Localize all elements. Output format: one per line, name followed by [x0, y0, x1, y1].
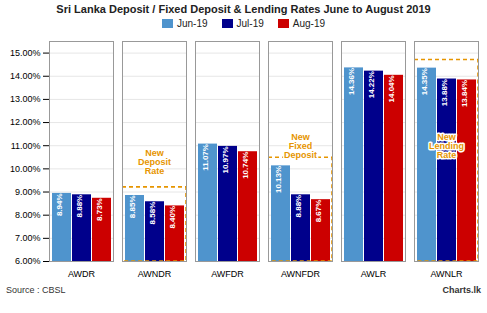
svg-text:8.67%: 8.67% — [314, 200, 323, 223]
svg-text:14.35%: 14.35% — [420, 68, 429, 95]
html-text:Sri Lanka Deposit / Fixed Depo: Sri Lanka Deposit / Fixed Deposit & Lend… — [56, 3, 431, 15]
html-text:Source : CBSL: Source : CBSL — [6, 285, 66, 295]
svg-text:12.00%: 12.00% — [10, 117, 41, 127]
html-text:Jun-19: Jun-19 — [177, 18, 208, 29]
svg-text:11.07%: 11.07% — [201, 144, 210, 171]
svg-text:14.04%: 14.04% — [387, 75, 396, 102]
html-text:Aug-19: Aug-19 — [292, 18, 325, 29]
svg-text:11.00%: 11.00% — [11, 141, 41, 151]
svg-text:8.88%: 8.88% — [75, 195, 84, 218]
svg-text:9.00%: 9.00% — [15, 187, 41, 197]
svg-text:8.40%: 8.40% — [168, 206, 177, 229]
html-text:Charts.lk: Charts.lk — [442, 285, 481, 295]
svg-text:7.00%: 7.00% — [15, 233, 41, 243]
svg-text:13.88%: 13.88% — [440, 79, 449, 106]
svg-text:13.84%: 13.84% — [460, 80, 469, 107]
svg-text:14.22%: 14.22% — [367, 71, 376, 98]
svg-text:8.00%: 8.00% — [15, 210, 41, 220]
svg-text:NewDepositRate: NewDepositRate — [138, 148, 171, 176]
svg-text:AWDR: AWDR — [68, 269, 96, 279]
svg-text:NewFixedDeposit: NewFixedDeposit — [284, 132, 317, 160]
svg-text:13.00%: 13.00% — [10, 94, 41, 104]
svg-text:6.00%: 6.00% — [15, 256, 41, 266]
svg-text:AWNFDR: AWNFDR — [281, 269, 321, 279]
svg-text:AWFDR: AWFDR — [211, 269, 244, 279]
svg-text:14.00%: 14.00% — [10, 71, 41, 81]
svg-text:8.58%: 8.58% — [148, 202, 157, 225]
svg-text:10.97%: 10.97% — [221, 146, 230, 173]
svg-text:8.94%: 8.94% — [55, 193, 64, 216]
svg-text:AWNLR: AWNLR — [430, 269, 463, 279]
svg-text:8.85%: 8.85% — [128, 196, 137, 219]
svg-text:15.00%: 15.00% — [10, 48, 41, 58]
svg-text:10.74%: 10.74% — [241, 152, 250, 179]
svg-text:AWNDR: AWNDR — [138, 269, 172, 279]
svg-text:8.73%: 8.73% — [95, 198, 104, 221]
html-text:Jul-19: Jul-19 — [236, 18, 264, 29]
svg-text:10.00%: 10.00% — [10, 164, 41, 174]
svg-text:8.88%: 8.88% — [294, 195, 303, 218]
svg-text:AWLR: AWLR — [361, 269, 387, 279]
svg-text:10.13%: 10.13% — [274, 166, 283, 193]
svg-text:NewLendingRate: NewLendingRate — [429, 132, 464, 160]
svg-text:14.36%: 14.36% — [347, 68, 356, 95]
